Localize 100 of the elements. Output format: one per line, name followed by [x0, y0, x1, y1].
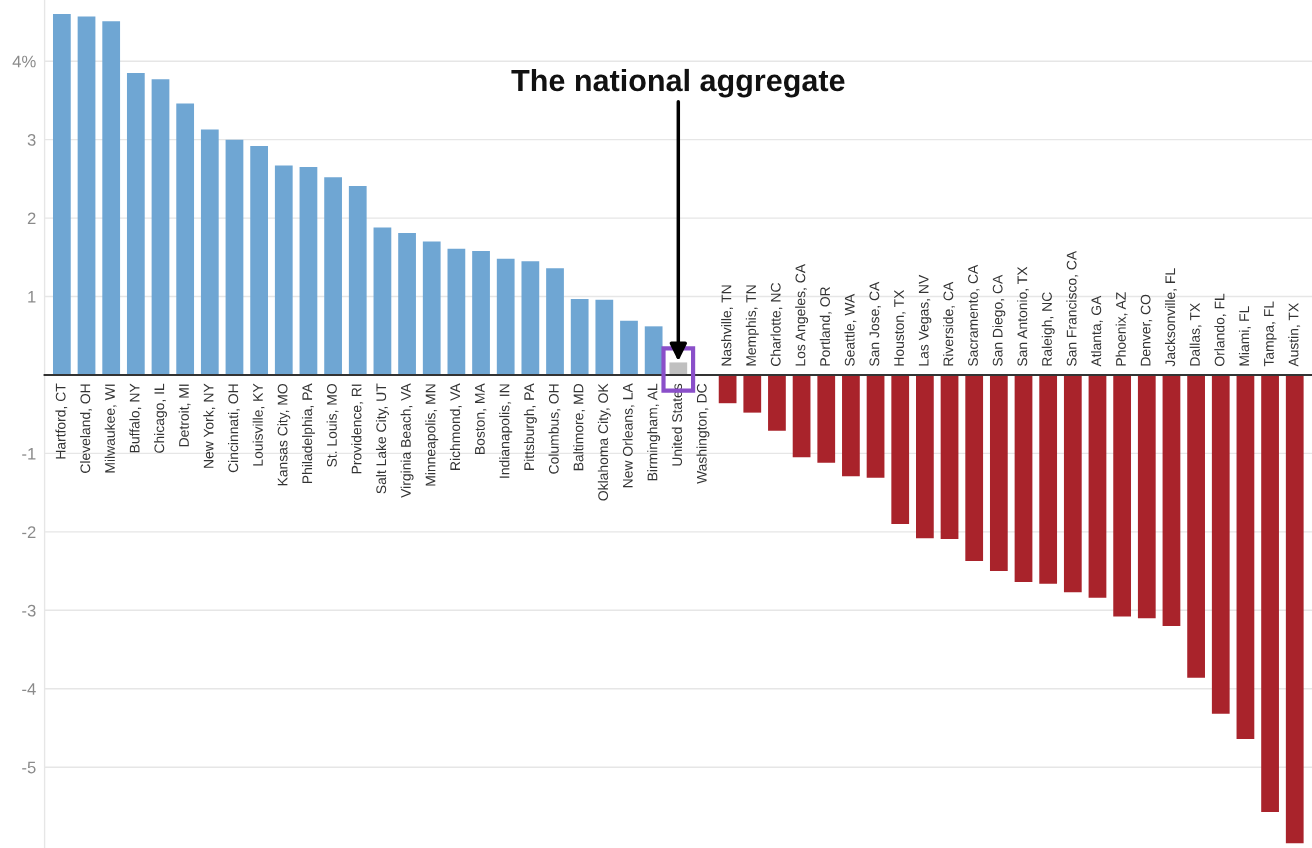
- bar: [77, 16, 96, 375]
- x-tick-label: New Orleans, LA: [622, 383, 635, 488]
- bar: [274, 165, 293, 375]
- bar: [373, 227, 392, 375]
- bar: [299, 167, 318, 375]
- x-tick-label: Louisville, KY: [252, 383, 265, 466]
- bar: [472, 251, 490, 375]
- bar: [866, 374, 885, 478]
- x-tick-label: Phoenix, AZ: [1115, 292, 1128, 366]
- x-tick-label: Cleveland, OH: [80, 384, 92, 473]
- bar: [669, 362, 688, 375]
- x-tick-label: Houston, TX: [894, 289, 906, 366]
- x-tick-label: Detroit, MI: [178, 384, 191, 447]
- bar: [151, 79, 170, 375]
- bar: [348, 185, 367, 375]
- bar: [940, 374, 959, 539]
- x-tick-label: San Jose, CA: [869, 281, 881, 367]
- bar: [422, 241, 441, 375]
- x-tick-label: Sacramento, CA: [968, 264, 980, 367]
- bar: [965, 374, 984, 561]
- bar: [1162, 374, 1181, 626]
- bar: [447, 248, 466, 375]
- y-tick-label: -1: [22, 447, 36, 460]
- x-tick-label: Portland, OR: [819, 287, 832, 366]
- bar: [1285, 374, 1304, 844]
- bar: [126, 72, 145, 375]
- bar: [102, 21, 121, 375]
- bar: [1211, 374, 1230, 714]
- y-tick-label: -2: [22, 526, 36, 538]
- bar: [989, 374, 1008, 572]
- x-tick-label: Hartford, CT: [55, 383, 68, 459]
- x-tick-label: Baltimore, MD: [573, 383, 586, 471]
- bar: [546, 268, 564, 375]
- x-tick-label: Kansas City, MO: [277, 383, 291, 486]
- x-tick-label: New York, NY: [203, 383, 216, 468]
- x-tick-label: Minneapolis, MN: [425, 384, 439, 486]
- y-tick-label: 3: [27, 134, 36, 146]
- y-tick-label: 2: [27, 212, 36, 225]
- bar: [817, 374, 836, 463]
- bar: [200, 129, 219, 375]
- bar: [1039, 374, 1058, 584]
- x-tick-label: Richmond, VA: [449, 383, 462, 470]
- x-tick-label: Jacksonville, FL: [1164, 268, 1177, 367]
- x-tick-label: Los Angeles, CA: [795, 263, 809, 366]
- x-tick-label: Virginia Beach, VA: [400, 383, 414, 498]
- x-tick-label: Boston, MA: [475, 383, 487, 454]
- bar: [250, 145, 268, 375]
- bar: [570, 298, 589, 375]
- bar: [1014, 374, 1033, 583]
- x-tick-label: Memphis, TN: [745, 285, 759, 366]
- annotation: The national aggregate: [511, 68, 845, 98]
- bar: [1236, 374, 1255, 739]
- x-tick-label: Las Vegas, NV: [918, 274, 932, 366]
- bar: [1063, 374, 1082, 593]
- x-tick-label: St. Louis, MO: [326, 383, 339, 467]
- x-tick-label: Seattle, WA: [844, 293, 857, 367]
- x-tick-label: Indianapolis, IN: [499, 384, 513, 478]
- x-tick-label: Cincinnati, OH: [228, 384, 240, 473]
- x-tick-label: San Francisco, CA: [1066, 250, 1079, 367]
- x-tick-label: Philadelphia, PA: [301, 383, 315, 484]
- bar: [398, 232, 416, 375]
- x-tick-label: Miami, FL: [1238, 306, 1251, 366]
- bar: [718, 374, 737, 404]
- bar: [225, 139, 244, 375]
- x-tick-label: Nashville, TN: [721, 285, 733, 366]
- bar: [176, 103, 195, 375]
- x-tick-label: Columbus, OH: [548, 384, 561, 474]
- x-tick-label: Oklahoma City, OK: [597, 383, 611, 501]
- x-tick-label: Chicago, IL: [154, 383, 167, 453]
- x-tick-label: Charlotte, NC: [770, 283, 783, 366]
- y-tick-label: 4%: [12, 55, 36, 68]
- bar: [891, 374, 910, 525]
- x-tick-label: Birmingham, AL: [647, 383, 661, 481]
- x-tick-label: Raleigh, NC: [1041, 292, 1055, 366]
- bar: [620, 320, 638, 375]
- bar: [1137, 374, 1156, 619]
- bar: [916, 374, 934, 539]
- y-tick-label: -4: [22, 683, 36, 695]
- x-tick-label: Orlando, FL: [1214, 293, 1227, 366]
- x-tick-label: Salt Lake City, UT: [375, 383, 389, 494]
- x-tick-label: San Diego, CA: [992, 274, 1006, 367]
- bar: [1187, 374, 1205, 678]
- y-tick-label: -5: [22, 761, 36, 774]
- y-tick-label: -3: [22, 604, 36, 617]
- x-tick-label: Austin, TX: [1288, 303, 1301, 367]
- x-tick-label: Riverside, CA: [943, 281, 955, 366]
- bar: [768, 374, 786, 431]
- bar: [1261, 374, 1279, 812]
- x-tick-label: Milwaukee, WI: [104, 384, 117, 473]
- bar: [496, 258, 515, 375]
- x-tick-label: Tampa, FL: [1264, 301, 1277, 367]
- y-tick-label: 1: [28, 291, 36, 303]
- bar: [595, 299, 614, 375]
- x-tick-label: Buffalo, NY: [129, 383, 142, 453]
- x-tick-label: Pittsburgh, PA: [523, 383, 537, 470]
- x-tick-label: Atlanta, GA: [1091, 295, 1103, 367]
- x-tick-label: United States: [671, 383, 683, 466]
- x-tick-label: Dallas, TX: [1189, 303, 1202, 366]
- x-tick-label: San Antonio, TX: [1017, 266, 1029, 367]
- bar: [743, 374, 762, 413]
